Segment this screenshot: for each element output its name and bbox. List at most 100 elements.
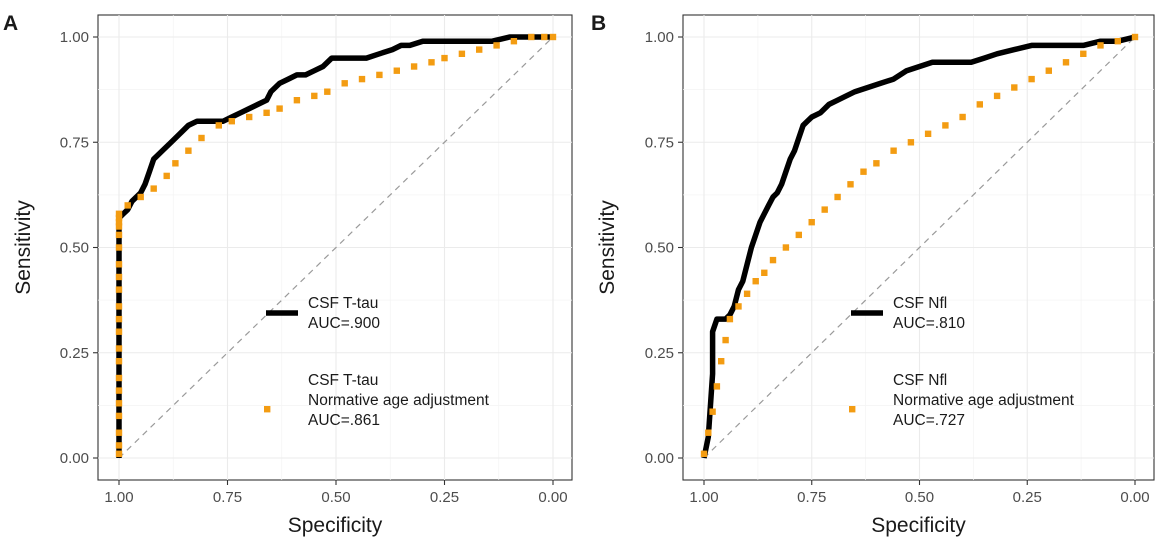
roc-dot-point [376,71,383,79]
roc-line-series-1 [116,34,553,458]
roc-dot-point [890,147,897,154]
roc-dot-point [115,429,123,436]
roc-dot-point [782,244,790,251]
roc-dot-point [115,387,123,394]
roc-dot-point [726,315,734,323]
roc-dot-point [510,38,518,45]
reference-diagonal-line [703,36,1136,459]
y-axis-title: Sensitivity [596,200,619,295]
legend-label: CSF T-tau [308,295,378,312]
x-tick-label: 0.25 [430,489,459,506]
roc-dot-point [115,450,123,457]
roc-line-series-1 [701,34,1136,459]
roc-dot-point [137,193,144,201]
roc-dot-point [115,442,123,449]
roc-dot-point [393,67,400,74]
y-tick-label: 0.75 [645,134,674,151]
legend-label: CSF Nfl [893,295,947,312]
roc-dot-point [150,185,157,192]
y-tick-label: 0.25 [60,345,89,362]
roc-dot-point [115,261,123,268]
roc-dot-point [115,210,123,217]
legend-key-dot [264,406,271,413]
roc-dot-point [215,122,222,129]
roc-dot-point [834,193,841,201]
roc-dot-point [341,80,348,87]
roc-dot-point [743,290,751,297]
x-axis-title: Specificity [288,514,383,537]
roc-dot-point [907,139,915,146]
y-tick-label: 0.75 [60,134,89,151]
roc-dot-point [493,42,500,49]
reference-diagonal-line [118,36,554,459]
roc-dot-point [549,33,557,41]
roc-dot-point [735,303,742,310]
roc-dot-point [976,101,983,108]
y-tick-label: 1.00 [60,29,89,46]
roc-dot-point [1011,84,1018,91]
roc-dot-point [115,412,123,420]
roc-dot-point [942,122,949,129]
roc-dot-point [276,105,283,112]
x-tick-label: 1.00 [689,489,718,506]
y-tick-label: 0.25 [645,345,674,362]
roc-dot-point [1028,75,1035,83]
x-tick-label: 0.00 [538,489,567,506]
roc-dot-point [263,109,270,116]
roc-dot-point [115,345,123,352]
legend-label: Normative age adjustment [308,392,490,409]
roc-dot-point [808,219,815,226]
legend-label: AUC=.861 [308,412,380,429]
roc-dot-point [993,92,1001,100]
y-tick-label: 0.50 [645,240,674,257]
roc-dot-point [860,168,867,175]
x-tick-label: 0.25 [1013,489,1042,506]
roc-dot-point [722,336,729,344]
roc-dot-point [709,408,716,415]
roc-dot-point [959,113,966,121]
roc-dot-point [115,374,123,382]
roc-dot-point [541,33,548,41]
roc-dot-point [410,63,418,70]
panel-letter: A [3,12,18,35]
roc-dot-point [1045,67,1052,74]
roc-dot-point [1097,42,1104,49]
roc-dot-point [324,88,331,95]
x-tick-label: 0.50 [321,489,350,506]
roc-dot-point [528,33,535,41]
roc-dot-point [115,223,123,230]
roc-dot-point [172,160,179,167]
roc-dot-point [198,134,205,142]
legend-key-dot [849,406,856,413]
roc-dot-point [476,46,483,53]
y-tick-label: 0.00 [60,450,89,467]
x-tick-label: 1.00 [104,489,133,506]
x-tick-label: 0.00 [1120,489,1149,506]
roc-dot-point [228,118,235,125]
legend: CSF T-tau AUC=.900 CSF T-tau Normative age … [264,295,490,429]
roc-dot-point [1080,50,1087,57]
roc-dot-point [185,147,192,154]
roc-dot-point [115,231,123,239]
roc-dotted-series-2 [115,33,557,457]
roc-dot-point [713,383,721,390]
legend: CSF Nfl AUC=.810 CSF Nfl Normative age adju… [849,295,1075,429]
roc-dot-point [115,219,123,226]
roc-dotted-series-2 [700,33,1139,457]
roc-dot-point [428,59,435,66]
roc-dot-point [115,244,123,251]
roc-dot-point [115,400,123,407]
roc-dot-point [718,358,725,365]
panel-letter: B [591,12,606,35]
roc-dot-point [458,50,466,57]
roc-dot-point [115,358,123,365]
roc-dot-point [124,202,131,209]
roc-dot-point [752,278,759,285]
y-tick-label: 0.00 [645,450,674,467]
roc-dot-point [115,214,123,222]
legend-label: AUC=.810 [893,315,965,332]
roc-dot-point [795,231,802,239]
roc-dot-point [246,113,253,121]
roc-dot-point [769,256,777,264]
